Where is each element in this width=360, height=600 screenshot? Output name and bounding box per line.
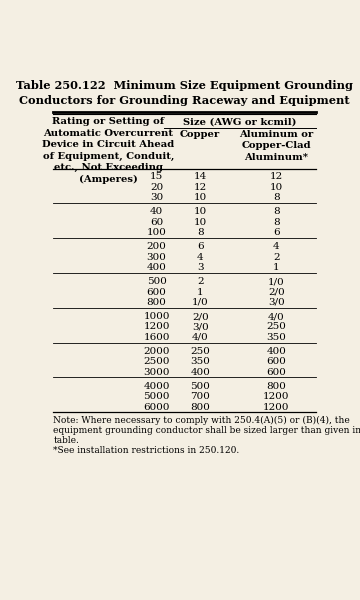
Text: 8: 8 <box>273 218 280 227</box>
Text: 8: 8 <box>273 193 280 202</box>
Text: 1000: 1000 <box>143 312 170 321</box>
Text: 3/0: 3/0 <box>268 298 285 307</box>
Text: 300: 300 <box>147 253 166 262</box>
Text: 3: 3 <box>197 263 203 272</box>
Text: 100: 100 <box>147 228 166 237</box>
Text: 250: 250 <box>266 322 286 331</box>
Text: 6000: 6000 <box>143 403 170 412</box>
Text: 500: 500 <box>147 277 166 286</box>
Text: 6: 6 <box>273 228 280 237</box>
Text: 200: 200 <box>147 242 166 251</box>
Text: 3/0: 3/0 <box>192 322 208 331</box>
Text: 10: 10 <box>194 208 207 217</box>
Text: 600: 600 <box>266 368 286 377</box>
Text: equipment grounding conductor shall be sized larger than given in this: equipment grounding conductor shall be s… <box>53 426 360 435</box>
Text: 2/0: 2/0 <box>192 312 208 321</box>
Text: 400: 400 <box>266 347 286 356</box>
Text: 12: 12 <box>194 183 207 192</box>
Text: 4/0: 4/0 <box>268 312 285 321</box>
Text: 1: 1 <box>273 263 280 272</box>
Text: 800: 800 <box>266 382 286 391</box>
Text: 1/0: 1/0 <box>192 298 208 307</box>
Text: 800: 800 <box>190 403 210 412</box>
Text: 12: 12 <box>270 172 283 181</box>
Text: 1600: 1600 <box>143 333 170 342</box>
Text: 250: 250 <box>190 347 210 356</box>
Text: 400: 400 <box>190 368 210 377</box>
Text: 600: 600 <box>266 357 286 366</box>
Text: 1200: 1200 <box>263 392 289 401</box>
Text: 2: 2 <box>197 277 203 286</box>
Text: 10: 10 <box>270 183 283 192</box>
Text: table.: table. <box>53 436 79 445</box>
Text: 60: 60 <box>150 218 163 227</box>
Text: 2500: 2500 <box>143 357 170 366</box>
Text: 800: 800 <box>147 298 166 307</box>
Text: 5000: 5000 <box>143 392 170 401</box>
Text: Aluminum or
Copper-Clad
Aluminum*: Aluminum or Copper-Clad Aluminum* <box>239 130 314 161</box>
Text: 10: 10 <box>194 193 207 202</box>
Text: Copper: Copper <box>180 130 220 139</box>
Text: 14: 14 <box>194 172 207 181</box>
Text: 30: 30 <box>150 193 163 202</box>
Text: 4: 4 <box>273 242 280 251</box>
Text: 10: 10 <box>194 218 207 227</box>
Text: Size (AWG or kcmil): Size (AWG or kcmil) <box>183 117 296 126</box>
Text: 350: 350 <box>266 333 286 342</box>
Text: 20: 20 <box>150 183 163 192</box>
Text: 4/0: 4/0 <box>192 333 208 342</box>
Text: Rating or Setting of
Automatic Overcurrent
Device in Circuit Ahead
of Equipment,: Rating or Setting of Automatic Overcurre… <box>42 117 175 184</box>
Text: 700: 700 <box>190 392 210 401</box>
Text: 2/0: 2/0 <box>268 287 285 296</box>
Text: 1200: 1200 <box>263 403 289 412</box>
Text: 2000: 2000 <box>143 347 170 356</box>
Text: 1: 1 <box>197 287 203 296</box>
Text: 1/0: 1/0 <box>268 277 285 286</box>
Text: Note: Where necessary to comply with 250.4(A)(5) or (B)(4), the: Note: Where necessary to comply with 250… <box>53 416 350 425</box>
Text: 2: 2 <box>273 253 280 262</box>
Text: 500: 500 <box>190 382 210 391</box>
Text: 1200: 1200 <box>143 322 170 331</box>
Text: 6: 6 <box>197 242 203 251</box>
Text: 400: 400 <box>147 263 166 272</box>
Text: 3000: 3000 <box>143 368 170 377</box>
Text: *See installation restrictions in 250.120.: *See installation restrictions in 250.12… <box>53 446 240 455</box>
Text: 600: 600 <box>147 287 166 296</box>
Text: 8: 8 <box>197 228 203 237</box>
Text: Table 250.122  Minimum Size Equipment Grounding
Conductors for Grounding Raceway: Table 250.122 Minimum Size Equipment Gro… <box>16 80 353 106</box>
Text: 4000: 4000 <box>143 382 170 391</box>
Text: 350: 350 <box>190 357 210 366</box>
Text: 15: 15 <box>150 172 163 181</box>
Text: 40: 40 <box>150 208 163 217</box>
Text: 8: 8 <box>273 208 280 217</box>
Text: 4: 4 <box>197 253 203 262</box>
